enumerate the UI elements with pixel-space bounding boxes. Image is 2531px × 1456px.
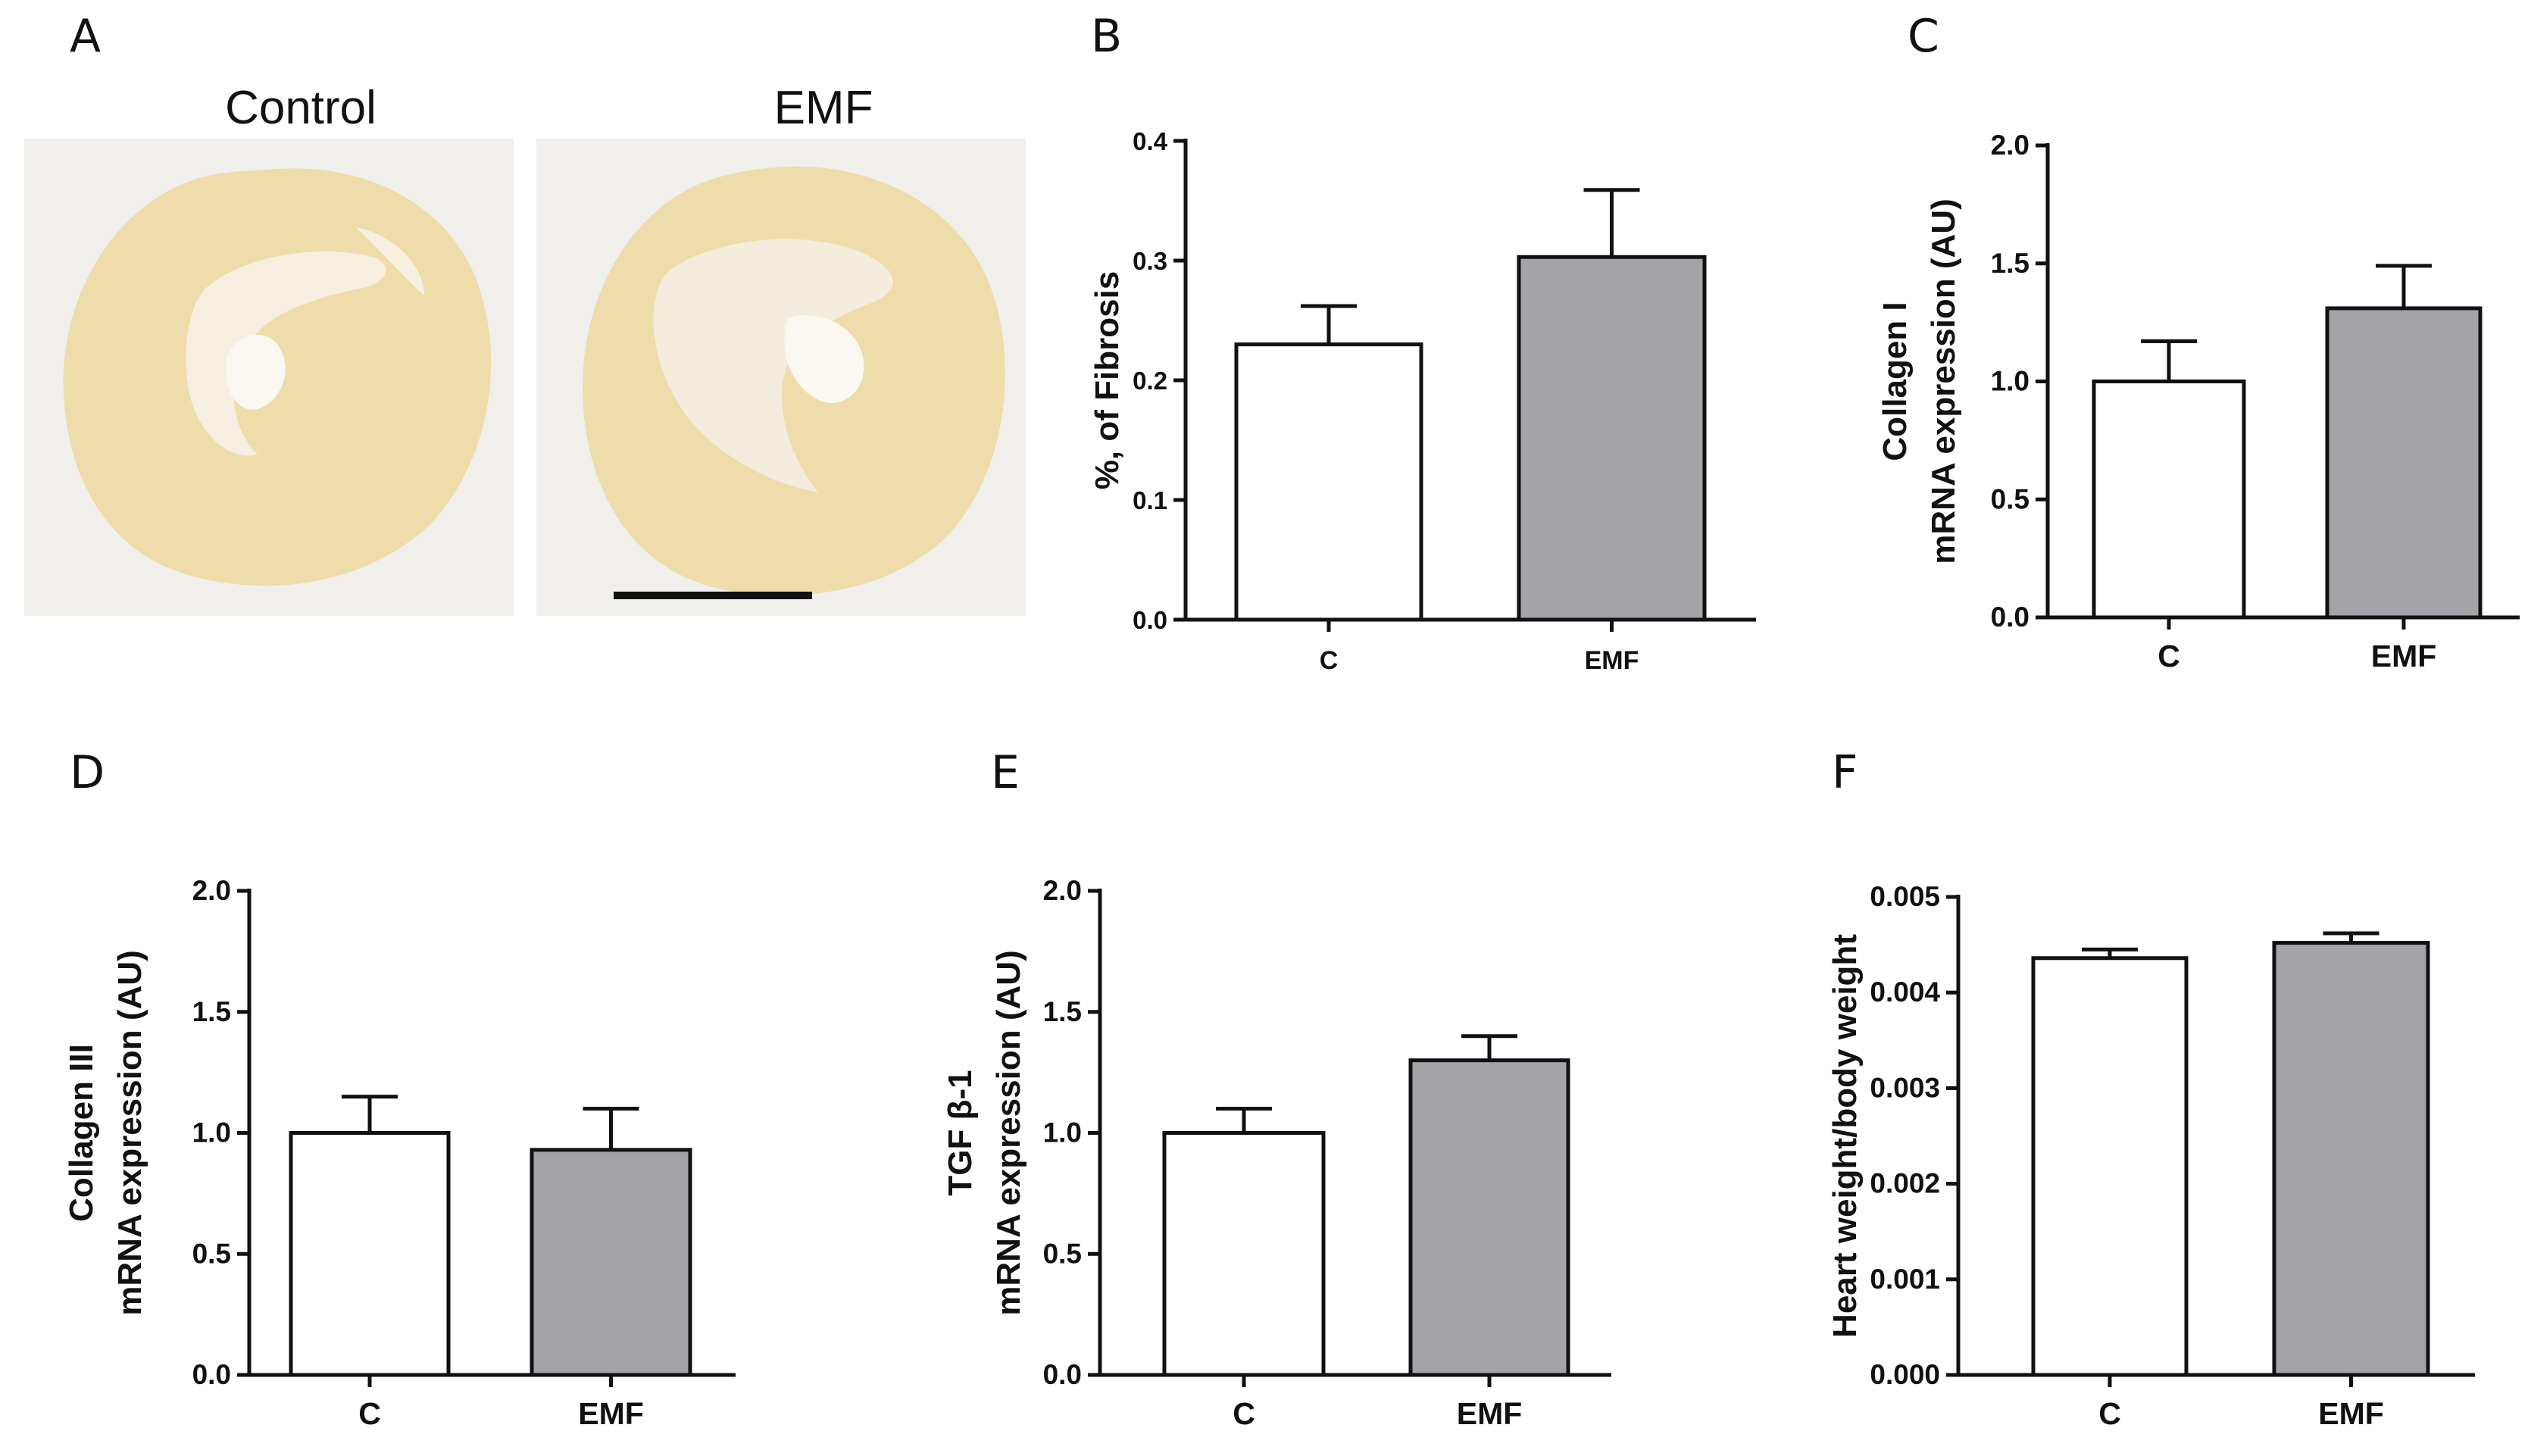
y-tick-label-d-2: 1.0 <box>192 1117 231 1148</box>
y-tick-label-b-4: 0.4 <box>1133 127 1168 155</box>
y-axis-title-line-d-1: mRNA expression (AU) <box>111 950 148 1315</box>
y-tick-label-d-3: 1.5 <box>192 996 231 1027</box>
y-tick-label-e-3: 1.5 <box>1043 996 1082 1027</box>
y-axis-title-c: Collagen I mRNA expression (AU) <box>1876 198 1962 564</box>
y-tick-label-d-1: 0.5 <box>192 1238 231 1269</box>
y-axis-title-line-c-0: Collagen I <box>1876 302 1914 461</box>
x-tick-label-b-c: C <box>1320 646 1339 675</box>
scale-bar <box>614 592 812 599</box>
panel-letter-e: E <box>991 746 1020 799</box>
panel-letter-a: A <box>70 10 101 63</box>
chart-panel-c: C 0.0 0.5 1.0 1.5 2.0 C EMF Collagen I mRNA expre… <box>1876 10 2520 673</box>
x-tick-label-d-c: C <box>358 1396 381 1431</box>
caption-emf: EMF <box>774 82 873 134</box>
y-axis-title-e: TGF β-1 mRNA expression (AU) <box>942 950 1027 1315</box>
y-axis-title-f: Heart weight/body weight <box>1826 934 1864 1338</box>
x-tick-label-e-emf: EMF <box>1457 1396 1523 1431</box>
y-tick-label-c-0: 0.0 <box>1991 601 2029 633</box>
bar-b-emf <box>1517 255 1707 622</box>
y-axis-title-line-e-0: TGF β-1 <box>942 1070 979 1195</box>
y-tick-label-d-0: 0.0 <box>192 1359 231 1390</box>
control-histology-image <box>24 139 514 616</box>
y-tick-label-e-2: 1.0 <box>1043 1117 1082 1148</box>
caption-control: Control <box>225 82 377 134</box>
y-tick-label-b-0: 0.0 <box>1133 606 1167 634</box>
chart-panel-f: F 0.000 0.001 0.002 0.003 0.004 0.005 C EMF Heart… <box>1826 746 2475 1431</box>
y-axis-title-d: Collagen III mRNA expression (AU) <box>63 950 148 1315</box>
y-axis-title-line-e-1: mRNA expression (AU) <box>990 950 1027 1315</box>
chart-panel-e: E 0.0 0.5 1.0 1.5 2.0 C EMF TGF β-1 mRNA expressi… <box>942 746 1611 1431</box>
bar-d-c <box>289 1131 451 1377</box>
y-axis-title-line-f-0: Heart weight/body weight <box>1826 934 1864 1338</box>
bar-e-c <box>1162 1131 1326 1377</box>
y-tick-label-c-3: 1.5 <box>1991 248 2029 279</box>
x-tick-label-b-emf: EMF <box>1585 646 1639 675</box>
panel-letter-d: D <box>70 746 105 799</box>
y-tick-label-f-2: 0.002 <box>1870 1168 1940 1199</box>
y-axis-title-line-d-0: Collagen III <box>63 1044 100 1222</box>
y-tick-label-f-5: 0.005 <box>1870 881 1940 912</box>
emf-histology-image <box>536 139 1026 616</box>
bar-b-c <box>1234 342 1423 622</box>
y-tick-label-f-0: 0.000 <box>1870 1359 1940 1390</box>
bar-f-emf <box>2272 941 2430 1377</box>
bar-c-c <box>2092 380 2246 620</box>
y-tick-label-b-3: 0.3 <box>1133 247 1167 275</box>
y-tick-label-c-4: 2.0 <box>1991 130 2029 161</box>
y-tick-label-f-3: 0.003 <box>1870 1072 1940 1103</box>
x-tick-label-f-emf: EMF <box>2318 1396 2384 1431</box>
y-tick-label-d-4: 2.0 <box>192 875 231 906</box>
y-axis-title-line-b-0: %, of Fibrosis <box>1089 271 1126 489</box>
y-axis-title-line-c-1: mRNA expression (AU) <box>1925 198 1962 564</box>
y-tick-label-b-2: 0.2 <box>1133 367 1167 395</box>
y-tick-label-f-1: 0.001 <box>1870 1264 1940 1295</box>
y-tick-label-e-0: 0.0 <box>1043 1359 1082 1390</box>
x-tick-label-d-emf: EMF <box>578 1396 644 1431</box>
bar-c-emf <box>2325 306 2483 620</box>
x-tick-label-c-emf: EMF <box>2371 639 2437 673</box>
y-tick-label-b-1: 0.1 <box>1133 486 1167 514</box>
bar-d-emf <box>530 1148 692 1377</box>
y-tick-label-c-1: 0.5 <box>1991 483 2029 514</box>
panel-letter-f: F <box>1832 746 1858 799</box>
panel-letter-c: C <box>1908 10 1939 63</box>
y-tick-label-e-1: 0.5 <box>1043 1238 1082 1269</box>
chart-panel-d: D 0.0 0.5 1.0 1.5 2.0 C EMF Collagen III mRNA exp… <box>63 746 736 1431</box>
chart-panel-b: B 0.0 0.1 0.2 0.3 0.4 C EMF %, of Fibrosis <box>1089 10 1756 675</box>
panel-a: A Control EMF <box>24 10 1026 616</box>
y-tick-label-e-4: 2.0 <box>1043 875 1082 906</box>
x-tick-label-c-c: C <box>2158 639 2180 673</box>
x-tick-label-f-c: C <box>2098 1396 2121 1431</box>
y-tick-label-f-4: 0.004 <box>1870 976 1940 1008</box>
bar-e-emf <box>1408 1058 1570 1377</box>
bar-f-c <box>2031 956 2189 1377</box>
x-tick-label-e-c: C <box>1233 1396 1255 1431</box>
panel-letter-b: B <box>1091 10 1122 63</box>
y-axis-title-b: %, of Fibrosis <box>1089 271 1126 489</box>
y-tick-label-c-2: 1.0 <box>1991 366 2029 397</box>
